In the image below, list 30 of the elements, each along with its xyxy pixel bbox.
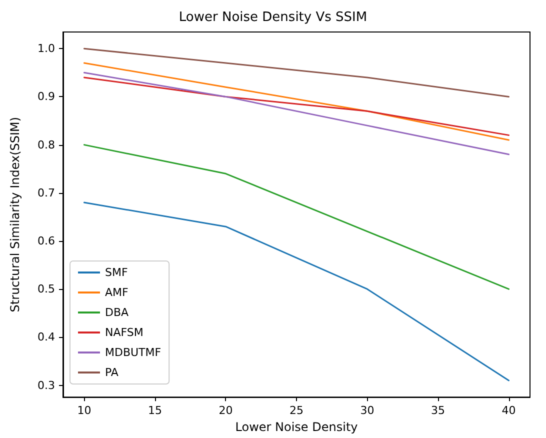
legend-label: SMF [105, 266, 128, 279]
y-tick-label: 1.0 [38, 42, 55, 56]
legend-label: PA [105, 366, 119, 379]
x-tick-label: 15 [148, 404, 162, 418]
legend-label: NAFSM [105, 326, 144, 339]
x-tick-label: 20 [218, 404, 233, 418]
y-tick-label: 0.5 [38, 282, 55, 296]
x-tick-label: 40 [502, 404, 516, 418]
legend-label: DBA [105, 306, 130, 319]
line-series [83, 202, 510, 382]
line-series [83, 144, 510, 290]
y-axis-title: Structural Similarity Index(SSIM) [8, 116, 22, 312]
y-tick-label: 0.3 [38, 378, 55, 392]
x-tick-label: 35 [431, 404, 446, 418]
line-series [83, 72, 510, 156]
y-tick-label: 0.7 [38, 186, 55, 200]
legend-label: MDBUTMF [105, 346, 162, 359]
y-tick-label: 0.6 [38, 234, 55, 248]
line-series [83, 62, 510, 141]
chart-title: Lower Noise Density Vs SSIM [178, 10, 368, 25]
line-series [83, 48, 510, 98]
line-series [83, 76, 510, 136]
y-tick-label: 0.9 [38, 90, 55, 104]
x-tick-label: 30 [360, 404, 374, 418]
x-axis-title: Lower Noise Density [235, 420, 358, 434]
x-tick-label: 10 [77, 404, 92, 418]
x-tick-label: 25 [290, 404, 304, 418]
legend-label: AMF [105, 286, 128, 299]
y-tick-label: 0.8 [38, 138, 55, 152]
y-tick-label: 0.4 [38, 330, 55, 344]
